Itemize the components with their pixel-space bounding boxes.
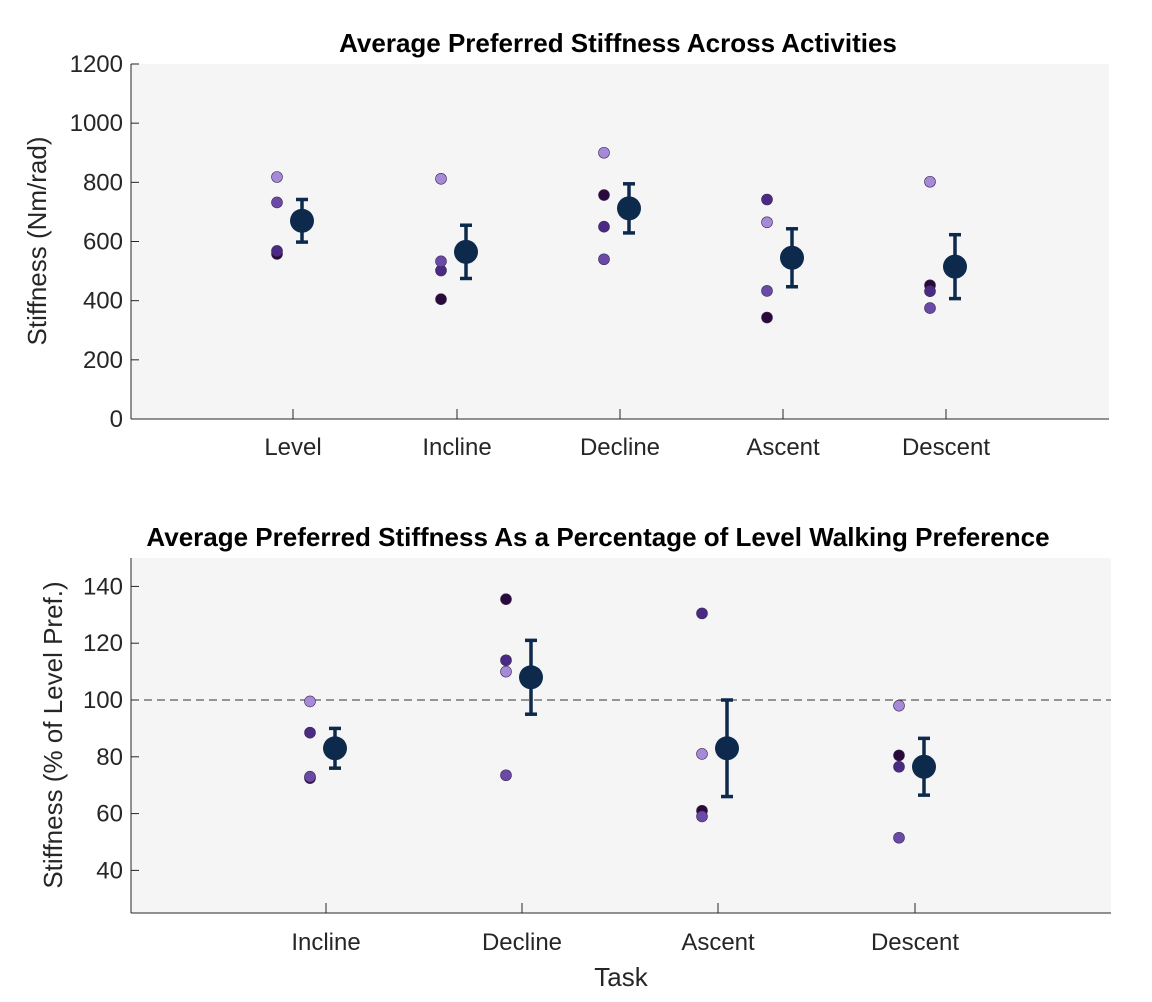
- x-tick-label: Decline: [580, 434, 660, 461]
- x-tick-label: Incline: [291, 929, 360, 956]
- mean-point: [715, 736, 739, 761]
- y-axis-label: Stiffness (Nm/rad): [22, 136, 52, 345]
- subject-point: [500, 769, 512, 782]
- subject-point: [893, 831, 905, 844]
- mean-point: [780, 245, 804, 270]
- subject-point: [696, 810, 708, 823]
- x-tick-label: Ascent: [746, 434, 820, 461]
- y-tick-label: 600: [83, 229, 123, 256]
- subject-point: [271, 196, 283, 209]
- subject-point: [435, 293, 447, 305]
- subject-point: [598, 220, 610, 233]
- subject-point: [924, 285, 936, 298]
- x-tick-label: Incline: [422, 434, 491, 461]
- x-tick-label: Decline: [482, 929, 562, 956]
- y-tick-label: 100: [83, 687, 123, 714]
- subject-point: [761, 216, 773, 229]
- data-marks: [271, 146, 967, 324]
- mean-point: [323, 736, 347, 761]
- subject-point: [598, 189, 610, 201]
- x-axis-label: Task: [594, 962, 648, 992]
- subject-point: [893, 760, 905, 773]
- subject-point: [500, 665, 512, 678]
- subject-point: [924, 175, 936, 188]
- subject-point: [435, 172, 447, 185]
- y-tick-label: 60: [96, 801, 123, 828]
- y-tick-label: 1000: [70, 110, 123, 137]
- axes-background: [131, 64, 1109, 419]
- mean-point: [943, 254, 967, 279]
- subject-point: [696, 607, 708, 620]
- x-ticks: Level Incline Decline Ascent Descent: [264, 409, 990, 461]
- subject-point: [761, 285, 773, 297]
- mean-point: [290, 208, 314, 233]
- chart-title: Average Preferred Stiffness As a Percent…: [146, 522, 1049, 552]
- top-panel: Average Preferred Stiffness Across Activ…: [22, 28, 1109, 461]
- subject-point: [924, 302, 936, 314]
- subject-point: [598, 253, 610, 266]
- subject-point: [761, 193, 773, 206]
- y-tick-label: 120: [83, 630, 123, 657]
- subject-point: [761, 311, 773, 324]
- y-tick-label: 0: [110, 406, 123, 433]
- y-tick-label: 1200: [70, 51, 123, 78]
- y-tick-label: 400: [83, 288, 123, 315]
- x-tick-label: Ascent: [681, 929, 755, 956]
- y-tick-label: 80: [96, 744, 123, 771]
- y-ticks: 0 200 400 600 800 1000 1200: [70, 51, 139, 433]
- subject-point: [271, 245, 283, 257]
- bottom-panel: Average Preferred Stiffness As a Percent…: [38, 522, 1111, 992]
- subject-point: [304, 695, 316, 708]
- data-marks: [304, 593, 936, 844]
- subject-point: [500, 593, 512, 605]
- subject-point: [435, 255, 447, 268]
- y-tick-label: 40: [96, 857, 123, 884]
- subject-point: [304, 770, 316, 783]
- subject-point: [893, 699, 905, 712]
- y-ticks: 40 60 80 100 120 140: [83, 573, 139, 884]
- axes-background: [131, 558, 1111, 913]
- x-ticks: Incline Decline Ascent Descent: [291, 903, 959, 956]
- x-tick-label: Level: [264, 434, 321, 461]
- mean-point: [454, 239, 478, 264]
- subject-point: [598, 146, 610, 159]
- subject-point: [500, 654, 512, 667]
- y-tick-label: 140: [83, 573, 123, 600]
- subject-point: [696, 748, 708, 760]
- x-tick-label: Descent: [902, 434, 990, 461]
- y-tick-label: 800: [83, 169, 123, 196]
- subject-point: [304, 726, 316, 739]
- subject-point: [893, 749, 905, 762]
- mean-point: [617, 196, 641, 221]
- y-axis-label: Stiffness (% of Level Pref.): [38, 581, 68, 888]
- mean-point: [912, 754, 936, 779]
- mean-point: [519, 665, 543, 690]
- chart-title: Average Preferred Stiffness Across Activ…: [339, 28, 897, 58]
- x-tick-label: Descent: [871, 929, 959, 956]
- subject-point: [271, 171, 283, 183]
- y-tick-label: 200: [83, 347, 123, 374]
